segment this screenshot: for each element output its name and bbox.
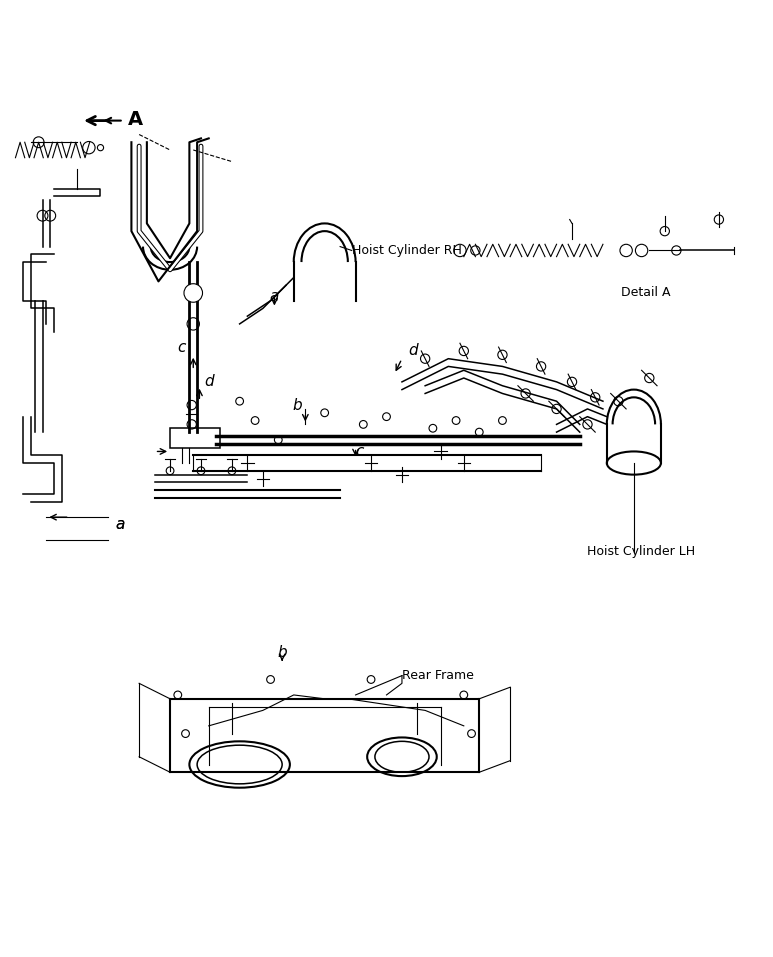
Text: Hoist Cylinder LH: Hoist Cylinder LH — [587, 545, 696, 559]
Text: Rear Frame: Rear Frame — [402, 669, 474, 682]
Text: Detail A: Detail A — [621, 286, 670, 300]
Bar — [170, 428, 220, 448]
Text: a: a — [115, 518, 124, 532]
Text: d: d — [409, 344, 418, 359]
Text: b: b — [293, 397, 302, 412]
Text: a: a — [270, 289, 279, 304]
Text: c: c — [178, 340, 186, 355]
Text: Hoist Cylinder RH: Hoist Cylinder RH — [352, 244, 461, 257]
Circle shape — [184, 283, 203, 302]
Text: c: c — [356, 444, 363, 459]
Text: A: A — [128, 109, 143, 128]
Text: b: b — [278, 645, 287, 660]
Text: d: d — [204, 374, 213, 389]
Text: a: a — [115, 518, 124, 532]
